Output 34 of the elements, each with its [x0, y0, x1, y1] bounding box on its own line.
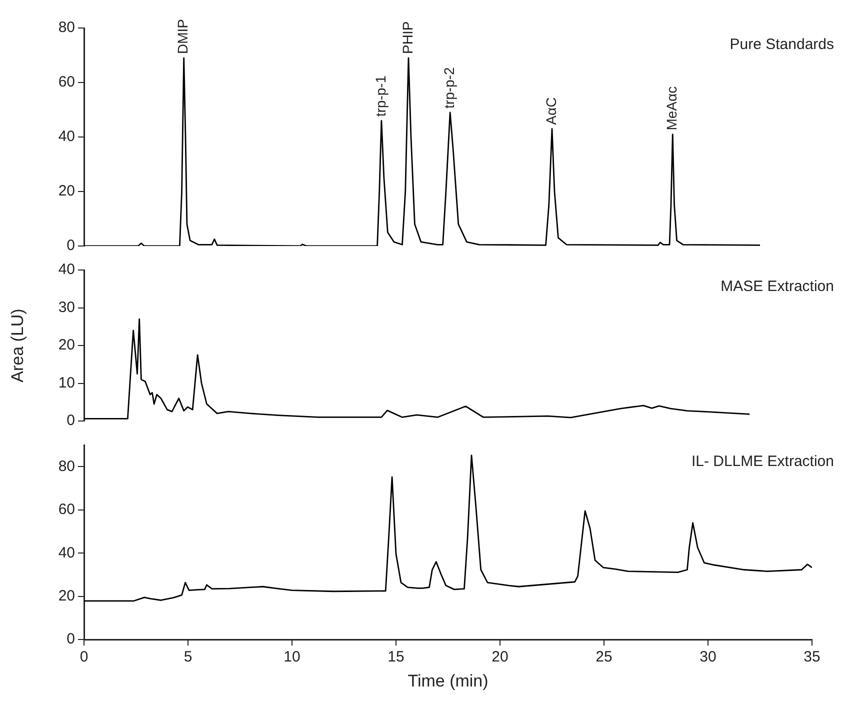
y-tick-label: 60	[58, 74, 75, 91]
y-axis-title: Area (LU)	[8, 308, 27, 382]
x-axis-title: Time (min)	[408, 671, 488, 690]
y-tick-label: 80	[58, 19, 75, 36]
x-tick-label: 35	[804, 648, 820, 666]
x-tick-label: 25	[596, 648, 612, 666]
y-tick-label: 20	[58, 336, 75, 354]
y-tick-label: 40	[58, 128, 75, 146]
annotation: PHIP	[399, 21, 416, 54]
annotation: AαC	[542, 97, 559, 125]
x-tick-label: 20	[492, 648, 508, 666]
y-tick-label: 60	[58, 501, 75, 518]
annotation: Pure Standards	[730, 36, 834, 54]
annotation: MASE Extraction	[720, 278, 834, 296]
y-tick-label: 80	[58, 458, 75, 475]
annotation: trp-p-2	[440, 67, 457, 108]
annotation: DMIP	[174, 18, 191, 54]
x-tick-label: 15	[388, 648, 404, 666]
x-tick-label: 30	[700, 648, 716, 666]
y-tick-label: 40	[58, 544, 75, 562]
x-tick-label: 0	[80, 648, 88, 666]
annotation: IL- DLLME Extraction	[691, 453, 834, 470]
annotation: trp-p-1	[372, 75, 388, 117]
y-tick-label: 20	[58, 182, 75, 200]
y-tick-label: 0	[66, 630, 75, 648]
y-tick-label: 30	[58, 298, 75, 316]
y-tick-label: 0	[66, 412, 75, 430]
x-tick-label: 10	[284, 648, 300, 666]
x-tick-label: 5	[184, 648, 192, 666]
y-tick-label: 0	[66, 237, 75, 254]
y-tick-label: 20	[58, 587, 75, 604]
y-tick-label: 40	[58, 261, 75, 278]
annotation: MeAαc	[664, 86, 680, 130]
y-tick-label: 10	[58, 374, 75, 392]
